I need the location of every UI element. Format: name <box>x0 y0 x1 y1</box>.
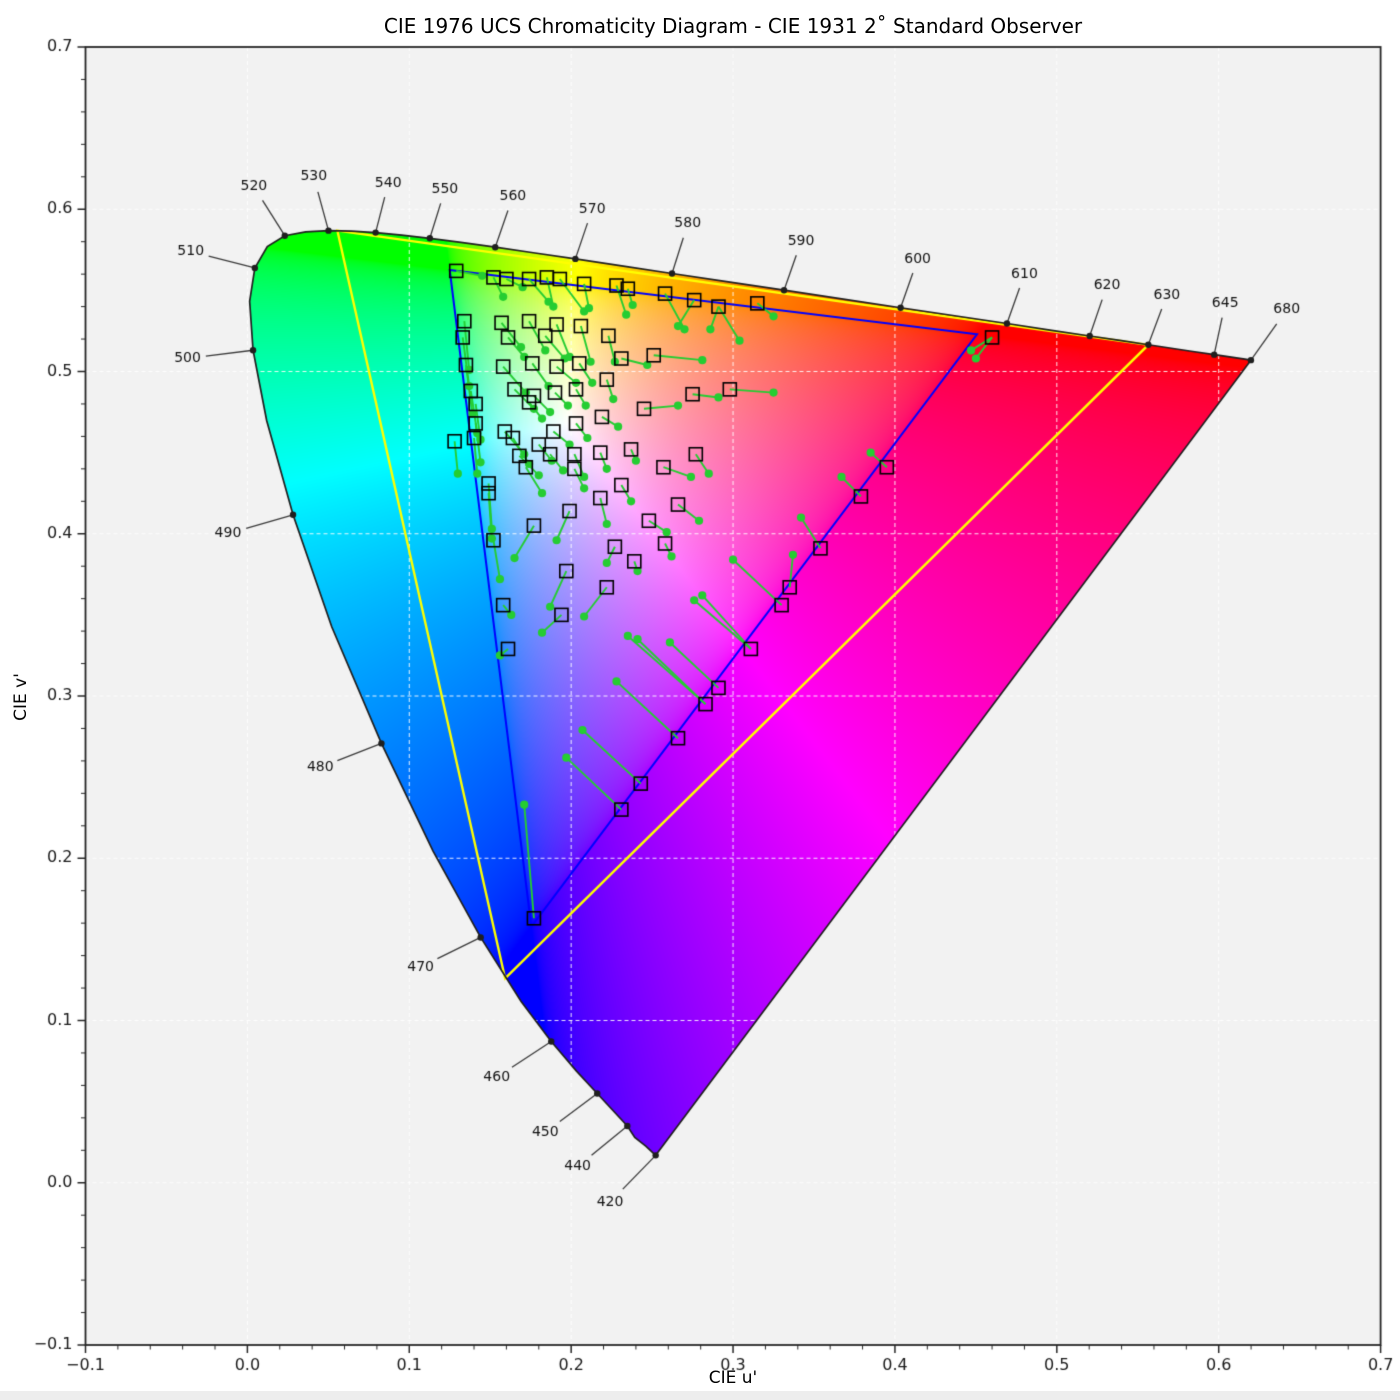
x-axis-label: CIE u' <box>708 1368 758 1388</box>
y-axis-label: CIE v' <box>11 673 31 721</box>
window-footer-strip <box>0 1391 1400 1400</box>
page-title: CIE 1976 UCS Chromaticity Diagram - CIE … <box>383 14 1083 38</box>
